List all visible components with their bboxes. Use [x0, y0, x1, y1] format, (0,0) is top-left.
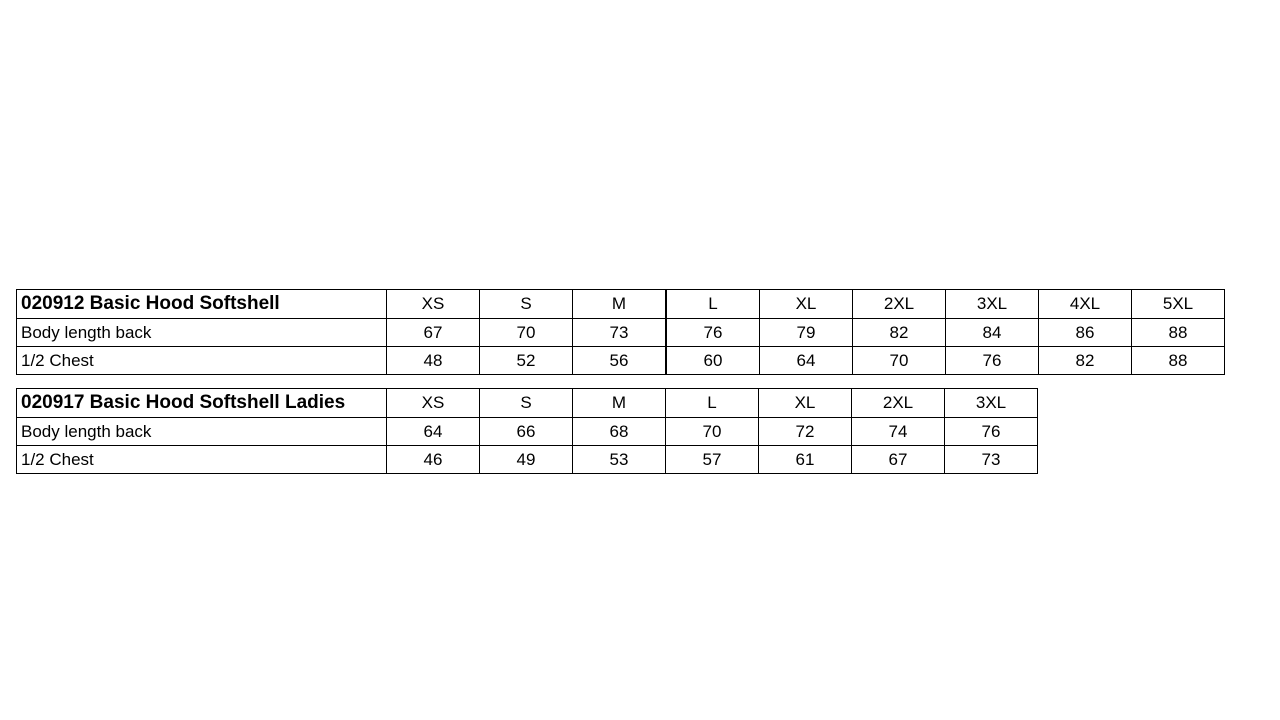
measurement-cell: 86: [1038, 318, 1132, 347]
measurement-cell: 66: [479, 417, 573, 446]
size-header: XL: [758, 388, 852, 418]
size-header: 4XL: [1038, 289, 1132, 319]
size-header: 2XL: [852, 289, 946, 319]
size-header: XL: [759, 289, 853, 319]
measurement-cell: 70: [852, 346, 946, 375]
header-row: 020917 Basic Hood Softshell Ladies XS S M L X…: [16, 388, 1038, 418]
row-label: Body length back: [16, 417, 387, 446]
header-row: 020912 Basic Hood Softshell XS S M L XL 2XL 3XL…: [16, 289, 1225, 319]
measurement-cell: 76: [944, 417, 1038, 446]
size-header: XS: [386, 289, 480, 319]
size-header: M: [572, 289, 667, 319]
measurement-cell: 64: [759, 346, 853, 375]
table-title: 020917 Basic Hood Softshell Ladies: [16, 388, 387, 418]
size-header: XS: [386, 388, 480, 418]
row-label: Body length back: [16, 318, 387, 347]
measurement-cell: 70: [479, 318, 573, 347]
table-row: Body length back 64 66 68 70 72 74 76: [16, 417, 1038, 446]
row-label: 1/2 Chest: [16, 346, 387, 375]
size-header: 5XL: [1131, 289, 1225, 319]
measurement-cell: 61: [758, 445, 852, 474]
measurement-cell: 48: [386, 346, 480, 375]
size-header: M: [572, 388, 666, 418]
measurement-cell: 46: [386, 445, 480, 474]
size-table-basic-hood-softshell-ladies: 020917 Basic Hood Softshell Ladies XS S M L X…: [16, 388, 1038, 474]
size-header: S: [479, 388, 573, 418]
size-header: S: [479, 289, 573, 319]
size-header: 3XL: [944, 388, 1038, 418]
measurement-cell: 82: [852, 318, 946, 347]
measurement-cell: 70: [665, 417, 759, 446]
measurement-cell: 60: [665, 346, 760, 375]
measurement-cell: 56: [572, 346, 667, 375]
measurement-cell: 52: [479, 346, 573, 375]
measurement-cell: 88: [1131, 318, 1225, 347]
measurement-cell: 57: [665, 445, 759, 474]
measurement-cell: 84: [945, 318, 1039, 347]
measurement-cell: 76: [945, 346, 1039, 375]
measurement-cell: 76: [665, 318, 760, 347]
table-title: 020912 Basic Hood Softshell: [16, 289, 387, 319]
size-header: L: [665, 388, 759, 418]
measurement-cell: 79: [759, 318, 853, 347]
measurement-cell: 67: [386, 318, 480, 347]
measurement-cell: 64: [386, 417, 480, 446]
measurement-cell: 74: [851, 417, 945, 446]
measurement-cell: 73: [572, 318, 667, 347]
measurement-cell: 73: [944, 445, 1038, 474]
size-header: L: [665, 289, 760, 319]
size-header: 2XL: [851, 388, 945, 418]
measurement-cell: 53: [572, 445, 666, 474]
size-table-basic-hood-softshell: 020912 Basic Hood Softshell XS S M L XL 2XL 3XL…: [16, 289, 1225, 375]
measurement-cell: 67: [851, 445, 945, 474]
table-row: Body length back 67 70 73 76 79 82 84 86 88: [16, 318, 1225, 347]
table-row: 1/2 Chest 46 49 53 57 61 67 73: [16, 445, 1038, 474]
measurement-cell: 72: [758, 417, 852, 446]
measurement-cell: 68: [572, 417, 666, 446]
size-header: 3XL: [945, 289, 1039, 319]
measurement-cell: 49: [479, 445, 573, 474]
measurement-cell: 82: [1038, 346, 1132, 375]
row-label: 1/2 Chest: [16, 445, 387, 474]
table-row: 1/2 Chest 48 52 56 60 64 70 76 82 88: [16, 346, 1225, 375]
measurement-cell: 88: [1131, 346, 1225, 375]
